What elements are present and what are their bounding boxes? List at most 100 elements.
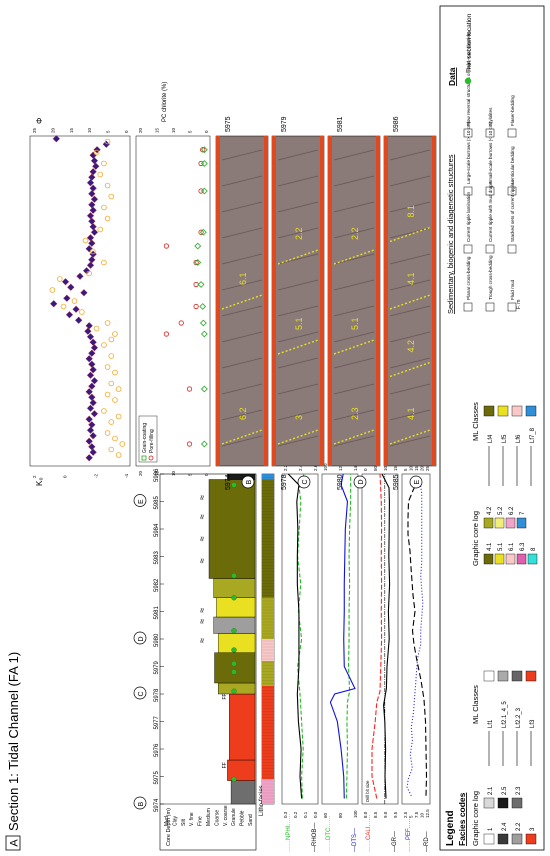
k-cca-diamond (88, 256, 96, 264)
depth-label: 5979 (154, 660, 160, 674)
structure-label: Large-scale burrows (> 10 cm) (466, 121, 471, 184)
grain-coating-point (200, 440, 208, 448)
k-cca-diamond (89, 168, 97, 176)
swatch-label-5.2: 5.2 (498, 506, 504, 515)
swatch-7 (516, 517, 527, 529)
pore-filling-icon (148, 455, 154, 461)
phi-cca-circle (60, 303, 67, 310)
class-swatch (497, 405, 509, 417)
grain-coating-point (200, 330, 208, 338)
lithofacies-bars (262, 474, 274, 804)
swatch-2.5 (497, 797, 509, 809)
series-line-RD (407, 482, 428, 796)
k-cca-diamond (88, 349, 96, 357)
track-top-tick: 2.5 (403, 811, 408, 818)
track-bottom-tick: 100 (323, 463, 328, 471)
class-label: Lf2.2_3 (516, 707, 522, 728)
core-lamina (221, 253, 263, 265)
core-lamina (389, 409, 431, 421)
k-cca-diamond (88, 239, 96, 247)
depth-label: 5977 (154, 715, 160, 729)
grain-size-label-2: Silt (181, 818, 187, 826)
marker-circle-E (133, 494, 147, 507)
series-line-RHOB (287, 473, 303, 799)
k-cca-diamond (52, 135, 61, 143)
core-log-symbols: ≈ ≈ ≈ ≈ ≈ ≈ ≈ FF FF (197, 482, 237, 782)
fluid-mud-icon: FF (222, 762, 228, 768)
phi-cca-circle (119, 441, 126, 447)
track-top-axis-label: ……NPHI…… (286, 814, 292, 852)
stylolite-icon: ≈ (197, 558, 207, 563)
series-line-GR (381, 473, 391, 799)
swatch-6.3 (516, 553, 527, 565)
fluid-mud-symbol: F. m (516, 300, 522, 309)
core-lamina (389, 253, 431, 265)
track-bottom-axis-label: —GR— (392, 831, 398, 852)
swatch-3 (525, 833, 537, 845)
k-cca-diamond (86, 404, 95, 412)
photo-depth-start: 5974 (225, 474, 232, 490)
core-lamina (333, 201, 375, 213)
facies-boundary (389, 226, 431, 243)
track-top-tick: 8.5 (373, 811, 378, 818)
phi-cca-circle (112, 331, 118, 337)
class-swatch (511, 670, 523, 682)
phi-cca-circle (108, 419, 115, 425)
photo-facies-label: 8.1 (406, 205, 416, 218)
track-top-tick: 60 (323, 812, 328, 818)
core-lamina (333, 149, 375, 161)
core-lamina (333, 435, 375, 447)
k-cca-diamond (63, 294, 71, 302)
track-bottom-tick: 15 (414, 465, 419, 471)
core-lamina (389, 279, 431, 291)
core-segment-2.3 (230, 780, 256, 805)
core-lamina (333, 227, 375, 239)
pc-tick-top: 10 (171, 470, 176, 476)
class-swatch (483, 405, 495, 417)
facies-boundary (277, 249, 319, 265)
k-cca-diamond (88, 421, 96, 429)
core-photo-edge-top (384, 136, 388, 466)
structure-icon (463, 302, 473, 312)
core-lamina (277, 435, 319, 447)
track-top-tick: 7.5 (414, 811, 419, 818)
structure-label: Trough cross-bedding (488, 255, 493, 300)
phi-cca-circle (71, 298, 78, 304)
track-2: ……DTC…… —DTS— 60 80 100 100 120 140 (321, 463, 359, 852)
k-cca-diamond (88, 382, 96, 390)
series-line-CALI (371, 473, 383, 799)
k-cca-diamond (102, 140, 110, 148)
track-frame (361, 473, 399, 805)
pc-chlorite-axis-label: PC chlorite (%) (162, 82, 168, 122)
k-tick: 0 (63, 475, 68, 478)
class-label: Lf6 (516, 434, 522, 443)
phi-cca-circle (101, 259, 107, 266)
grain-size-label-0: Mud (164, 816, 170, 826)
grain-coating-label: Grain-coating (142, 423, 148, 453)
core-lamina (221, 175, 263, 187)
class-swatch (525, 670, 537, 682)
pc-tick-top: 5 (188, 473, 193, 476)
phi-cca-circle (115, 413, 122, 420)
core-lamina (277, 357, 319, 369)
swatch-label-2.3: 2.3 (516, 786, 522, 795)
marker-circle-D (133, 631, 147, 645)
k-cca-diamond (86, 261, 95, 269)
k-tick: 2 (32, 475, 37, 478)
facies-boundary (277, 429, 319, 445)
track-top-tick: 0.3 (283, 811, 288, 818)
structure-label: Current ripple with mud drape (488, 181, 493, 242)
swatch-label-6.1: 6.1 (509, 542, 515, 551)
track-bottom-tick: 140 (353, 463, 358, 471)
grain-coating-point (200, 187, 208, 195)
grain-coating-point (199, 319, 207, 327)
structure-icon (485, 186, 495, 196)
swatch-label-6.2: 6.2 (509, 506, 515, 515)
swatch-2.2 (511, 833, 523, 845)
core-segment-4.2 (213, 578, 256, 598)
core-lamina (277, 253, 319, 265)
depth-label: 5985 (154, 495, 160, 509)
k-cca-diamond (88, 173, 96, 181)
track-bottom-tick: 150 (393, 463, 398, 471)
